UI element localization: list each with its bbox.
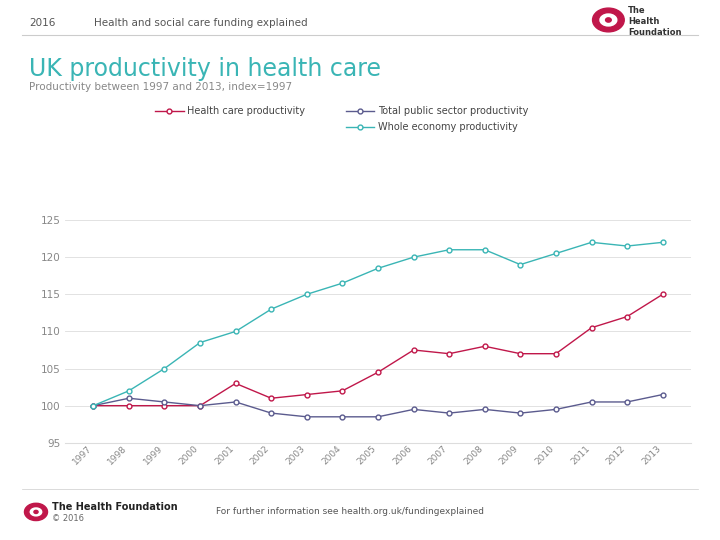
Text: Health and social care funding explained: Health and social care funding explained — [94, 18, 307, 28]
Text: 2016: 2016 — [29, 18, 55, 28]
Text: The Health Foundation: The Health Foundation — [52, 502, 177, 511]
Text: Foundation: Foundation — [628, 28, 681, 37]
Text: The: The — [628, 5, 645, 15]
Text: Health care productivity: Health care productivity — [187, 106, 305, 116]
Text: UK productivity in health care: UK productivity in health care — [29, 57, 381, 80]
Text: Productivity between 1997 and 2013, index=1997: Productivity between 1997 and 2013, inde… — [29, 82, 292, 92]
Text: Whole economy productivity: Whole economy productivity — [378, 122, 518, 132]
Text: Health: Health — [628, 17, 660, 25]
Text: For further information see health.org.uk/fundingexplained: For further information see health.org.u… — [216, 508, 484, 516]
Text: © 2016: © 2016 — [52, 514, 84, 523]
Text: Total public sector productivity: Total public sector productivity — [378, 106, 528, 116]
